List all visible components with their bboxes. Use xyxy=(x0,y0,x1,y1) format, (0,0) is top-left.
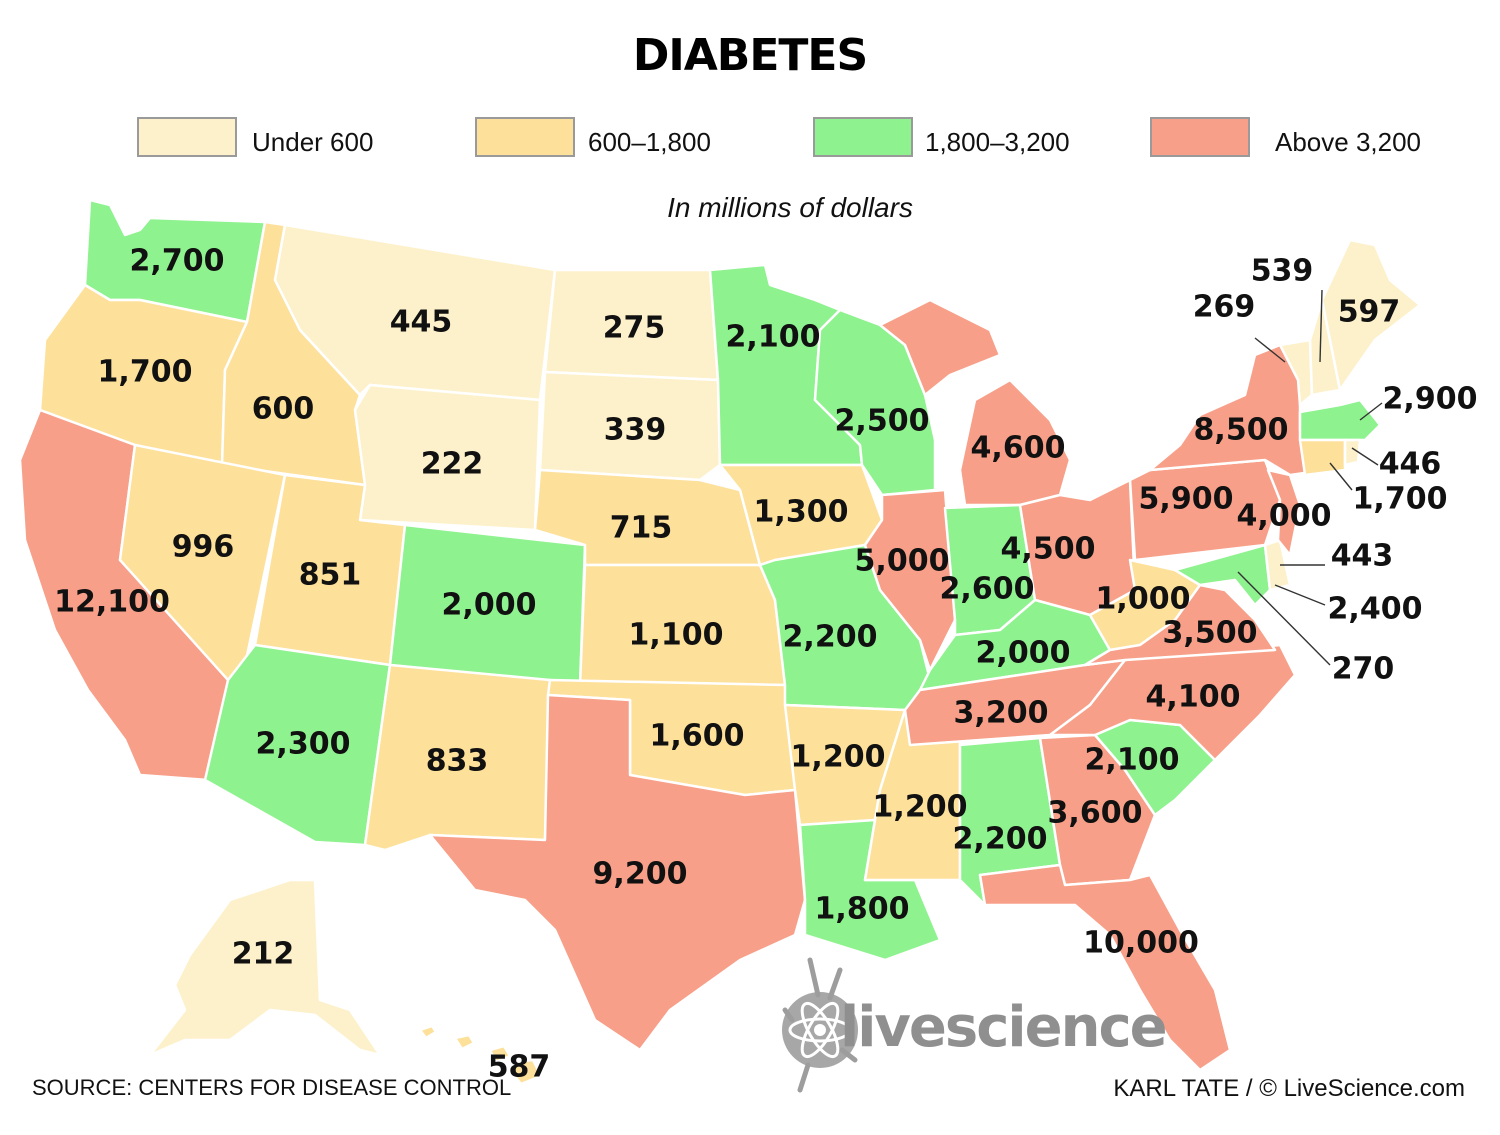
label-maryland: 2,400 xyxy=(1328,592,1423,627)
livescience-atom-icon xyxy=(782,957,858,1093)
state-connecticut[interactable] xyxy=(1298,438,1347,477)
livescience-logo-text: livescience xyxy=(840,995,1168,1060)
source-note: SOURCE: CENTERS FOR DISEASE CONTROL xyxy=(32,1075,512,1100)
label-delaware: 443 xyxy=(1331,539,1394,574)
label-colorado: 2,000 xyxy=(442,588,537,623)
legend-label: 1,800–3,200 xyxy=(925,127,1070,157)
legend-swatch xyxy=(475,117,575,157)
legend-swatch xyxy=(137,117,237,157)
state-rhode-island[interactable] xyxy=(1343,438,1362,467)
leader-line-dc xyxy=(1237,571,1331,666)
label-north-carolina: 4,100 xyxy=(1146,680,1241,715)
state-south-dakota[interactable] xyxy=(538,370,722,482)
label-vermont: 269 xyxy=(1193,290,1256,325)
state-michigan-upper[interactable] xyxy=(878,298,1002,397)
label-wyoming: 222 xyxy=(421,447,484,482)
legend-swatch xyxy=(813,117,913,157)
label-illinois: 5,000 xyxy=(855,544,950,579)
label-ohio: 4,500 xyxy=(1001,532,1096,567)
label-west-virginia: 1,000 xyxy=(1096,582,1191,617)
label-connecticut: 1,700 xyxy=(1353,482,1448,517)
label-oregon: 1,700 xyxy=(98,355,193,390)
label-arkansas: 1,200 xyxy=(791,740,886,775)
label-alaska: 212 xyxy=(232,937,295,972)
label-wisconsin: 2,500 xyxy=(835,404,930,439)
label-georgia: 3,600 xyxy=(1048,796,1143,831)
state-texas[interactable] xyxy=(428,693,807,1052)
label-virginia: 3,500 xyxy=(1163,616,1258,651)
label-dc: 270 xyxy=(1332,652,1395,687)
label-new-hampshire: 539 xyxy=(1251,254,1314,289)
label-south-carolina: 2,100 xyxy=(1085,743,1180,778)
leader-line-vermont xyxy=(1254,337,1286,363)
state-hawaii-islands[interactable] xyxy=(418,1024,543,1086)
label-pennsylvania: 5,900 xyxy=(1139,482,1234,517)
label-north-dakota: 275 xyxy=(603,311,666,346)
label-new-york: 8,500 xyxy=(1194,413,1289,448)
label-california: 12,100 xyxy=(54,585,170,620)
label-indiana: 2,600 xyxy=(940,572,1035,607)
state-florida[interactable] xyxy=(978,863,1232,1072)
label-minnesota: 2,100 xyxy=(726,320,821,355)
label-maine: 597 xyxy=(1338,295,1401,330)
label-tennessee: 3,200 xyxy=(954,696,1049,731)
label-arizona: 2,300 xyxy=(256,727,351,762)
state-vermont[interactable] xyxy=(1278,338,1314,407)
legend-label: 600–1,800 xyxy=(588,127,711,157)
leader-line-massachusetts xyxy=(1359,402,1383,421)
legend-swatch xyxy=(1150,117,1250,157)
state-massachusetts[interactable] xyxy=(1298,398,1382,442)
label-rhode-island: 446 xyxy=(1379,447,1442,482)
label-kentucky: 2,000 xyxy=(976,636,1071,671)
label-kansas: 1,100 xyxy=(629,618,724,653)
label-mississippi: 1,200 xyxy=(873,790,968,825)
state-alaska[interactable] xyxy=(148,878,382,1057)
label-texas: 9,200 xyxy=(593,857,688,892)
label-new-jersey: 4,000 xyxy=(1237,499,1332,534)
map-title: DIABETES xyxy=(632,30,868,81)
leader-line-connecticut xyxy=(1329,462,1353,491)
leader-line-rhode-island xyxy=(1351,447,1379,466)
leader-line-new-hampshire xyxy=(1319,289,1323,363)
leader-lines xyxy=(1237,289,1383,666)
label-oklahoma: 1,600 xyxy=(650,719,745,754)
label-hawaii: 587 xyxy=(488,1050,551,1085)
label-new-mexico: 833 xyxy=(426,744,489,779)
leader-line-maryland xyxy=(1274,584,1326,606)
label-nebraska: 715 xyxy=(610,511,673,546)
label-washington: 2,700 xyxy=(130,244,225,279)
label-south-dakota: 339 xyxy=(604,413,667,448)
legend-label: Above 3,200 xyxy=(1275,127,1422,157)
map-subtitle: In millions of dollars xyxy=(667,192,913,223)
label-idaho: 600 xyxy=(252,392,315,427)
state-value-labels: 2,700 1,700 12,100 600 996 445 222 851 2… xyxy=(54,244,1477,1085)
label-louisiana: 1,800 xyxy=(815,892,910,927)
label-nevada: 996 xyxy=(172,530,235,565)
state-north-carolina[interactable] xyxy=(1048,643,1297,762)
label-montana: 445 xyxy=(390,305,453,340)
label-utah: 851 xyxy=(299,558,362,593)
label-alabama: 2,200 xyxy=(953,822,1048,857)
state-maine[interactable] xyxy=(1320,238,1422,392)
credit-note: KARL TATE / © LiveScience.com xyxy=(1113,1075,1465,1102)
label-massachusetts: 2,900 xyxy=(1383,382,1478,417)
label-missouri: 2,200 xyxy=(783,620,878,655)
legend-label: Under 600 xyxy=(252,127,374,157)
label-florida: 10,000 xyxy=(1083,926,1199,961)
state-shapes xyxy=(18,198,1422,1086)
label-michigan: 4,600 xyxy=(971,431,1066,466)
state-delaware[interactable] xyxy=(1263,538,1292,592)
state-virginia[interactable] xyxy=(1083,583,1277,667)
label-iowa: 1,300 xyxy=(754,495,849,530)
